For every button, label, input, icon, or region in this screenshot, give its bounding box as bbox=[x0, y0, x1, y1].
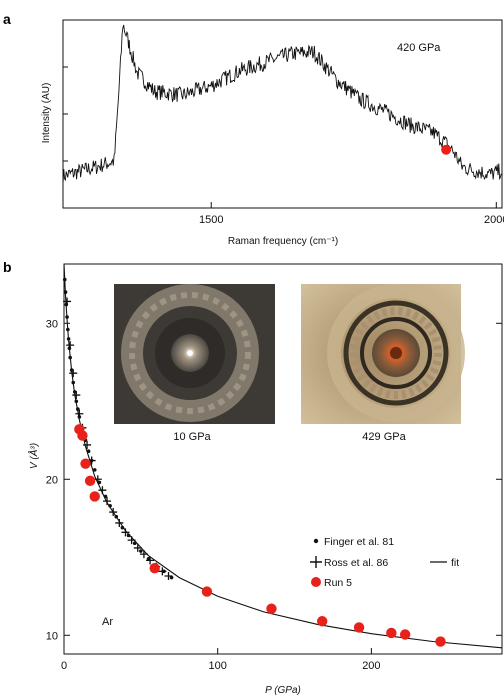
ross-data-point bbox=[109, 508, 118, 517]
panel-a-ticks: 1500 2000 bbox=[63, 66, 504, 226]
panel-a-x-tick-label: 2000 bbox=[484, 214, 504, 226]
panel-b-ar-annotation: Ar bbox=[102, 616, 113, 628]
finger-data-point bbox=[169, 575, 174, 580]
legend-marker-run5 bbox=[311, 577, 321, 587]
legend-marker-ross bbox=[310, 556, 322, 568]
inset-photo-429gpa bbox=[301, 284, 465, 424]
finger-data-point bbox=[120, 525, 125, 530]
ross-data-point bbox=[127, 536, 136, 545]
panel-a-plot: 1500 2000 bbox=[62, 19, 504, 226]
ross-data-point bbox=[72, 391, 81, 400]
ross-data-point bbox=[139, 550, 148, 559]
run5-series bbox=[74, 424, 446, 647]
run5-data-point bbox=[77, 430, 88, 441]
finger-data-point bbox=[139, 549, 143, 553]
inset-label-10gpa: 10 GPa bbox=[173, 431, 211, 443]
ross-data-point bbox=[146, 556, 155, 565]
panel-b-x-tick-label: 0 bbox=[61, 660, 67, 672]
legend-label-run5: Run 5 bbox=[324, 577, 352, 589]
panel-b-letter: b bbox=[3, 259, 12, 275]
run5-data-point bbox=[435, 636, 446, 647]
ross-data-point bbox=[121, 528, 130, 537]
finger-data-point bbox=[66, 337, 71, 341]
ross-data-point bbox=[98, 486, 107, 495]
run5-data-point bbox=[201, 586, 213, 597]
legend-marker-finger bbox=[313, 538, 319, 544]
finger-data-point bbox=[65, 315, 69, 319]
legend-label-finger: Finger et al. 81 bbox=[324, 536, 394, 548]
run5-data-point bbox=[353, 622, 365, 633]
finger-data-point bbox=[132, 541, 137, 546]
ross-data-point bbox=[83, 440, 92, 449]
finger-data-point bbox=[126, 533, 131, 538]
panel-a-letter: a bbox=[3, 11, 11, 27]
run5-data-point bbox=[316, 616, 328, 627]
panel-b-ticks: 0 100 200 10 20 30 bbox=[46, 318, 502, 672]
ross-data-point bbox=[115, 518, 124, 527]
run5-data-point bbox=[266, 603, 277, 614]
finger-data-point bbox=[86, 449, 91, 454]
run5-data-point bbox=[89, 491, 100, 502]
run5-data-point bbox=[149, 563, 160, 574]
raman-spectrum-line bbox=[62, 24, 502, 185]
ross-data-point bbox=[164, 572, 173, 580]
ross-data-point bbox=[133, 543, 142, 552]
legend-label-ross: Ross et al. 86 bbox=[324, 557, 388, 569]
panel-a-y-axis-label: Intensity (AU) bbox=[41, 83, 52, 144]
panel-a-pressure-annotation: 420 GPa bbox=[397, 42, 441, 54]
inset-label-429gpa: 429 GPa bbox=[362, 431, 406, 443]
finger-data-point bbox=[63, 290, 68, 294]
panel-b-y-tick-label: 20 bbox=[46, 474, 58, 486]
panel-a-x-tick-label: 1500 bbox=[199, 214, 223, 226]
finger-data-point bbox=[74, 399, 79, 404]
panel-b-x-axis-label: P (GPa) bbox=[265, 685, 301, 696]
panel-b-x-tick-label: 200 bbox=[362, 660, 380, 672]
raman-highlight-point bbox=[441, 144, 452, 155]
panel-b-plot: 0 100 200 10 20 30 bbox=[46, 263, 503, 672]
ross-data-point bbox=[158, 567, 167, 576]
inset-photo-10gpa bbox=[114, 284, 275, 424]
ross-data-point bbox=[63, 297, 72, 306]
panel-b-y-tick-label: 30 bbox=[46, 318, 58, 330]
finger-data-point bbox=[71, 380, 76, 385]
ross-series bbox=[63, 297, 173, 580]
run5-data-point bbox=[386, 627, 397, 639]
finger-data-point bbox=[108, 504, 112, 508]
ross-data-point bbox=[66, 341, 75, 350]
run5-data-point bbox=[84, 475, 96, 487]
panel-b-x-tick-label: 100 bbox=[209, 660, 227, 672]
panel-b-frame bbox=[63, 263, 503, 655]
finger-data-point bbox=[68, 355, 72, 360]
run5-data-point bbox=[399, 629, 411, 640]
ross-data-point bbox=[103, 497, 112, 506]
ross-data-point bbox=[75, 409, 84, 418]
panel-b-y-axis-label: V (Å³) bbox=[27, 443, 40, 469]
legend-label-fit: fit bbox=[451, 557, 459, 569]
ross-data-point bbox=[69, 369, 78, 378]
panel-b-legend: Finger et al. 81 Ross et al. 86 fit Run … bbox=[310, 536, 459, 589]
finger-data-point bbox=[92, 468, 97, 472]
finger-data-point bbox=[62, 277, 67, 282]
run5-data-point bbox=[80, 458, 91, 469]
finger-data-point bbox=[66, 327, 70, 332]
panel-b-y-tick-label: 10 bbox=[46, 630, 58, 642]
panel-a-x-axis-label: Raman frequency (cm⁻¹) bbox=[228, 236, 338, 247]
ross-data-point bbox=[93, 475, 102, 484]
finger-data-point bbox=[114, 514, 119, 519]
